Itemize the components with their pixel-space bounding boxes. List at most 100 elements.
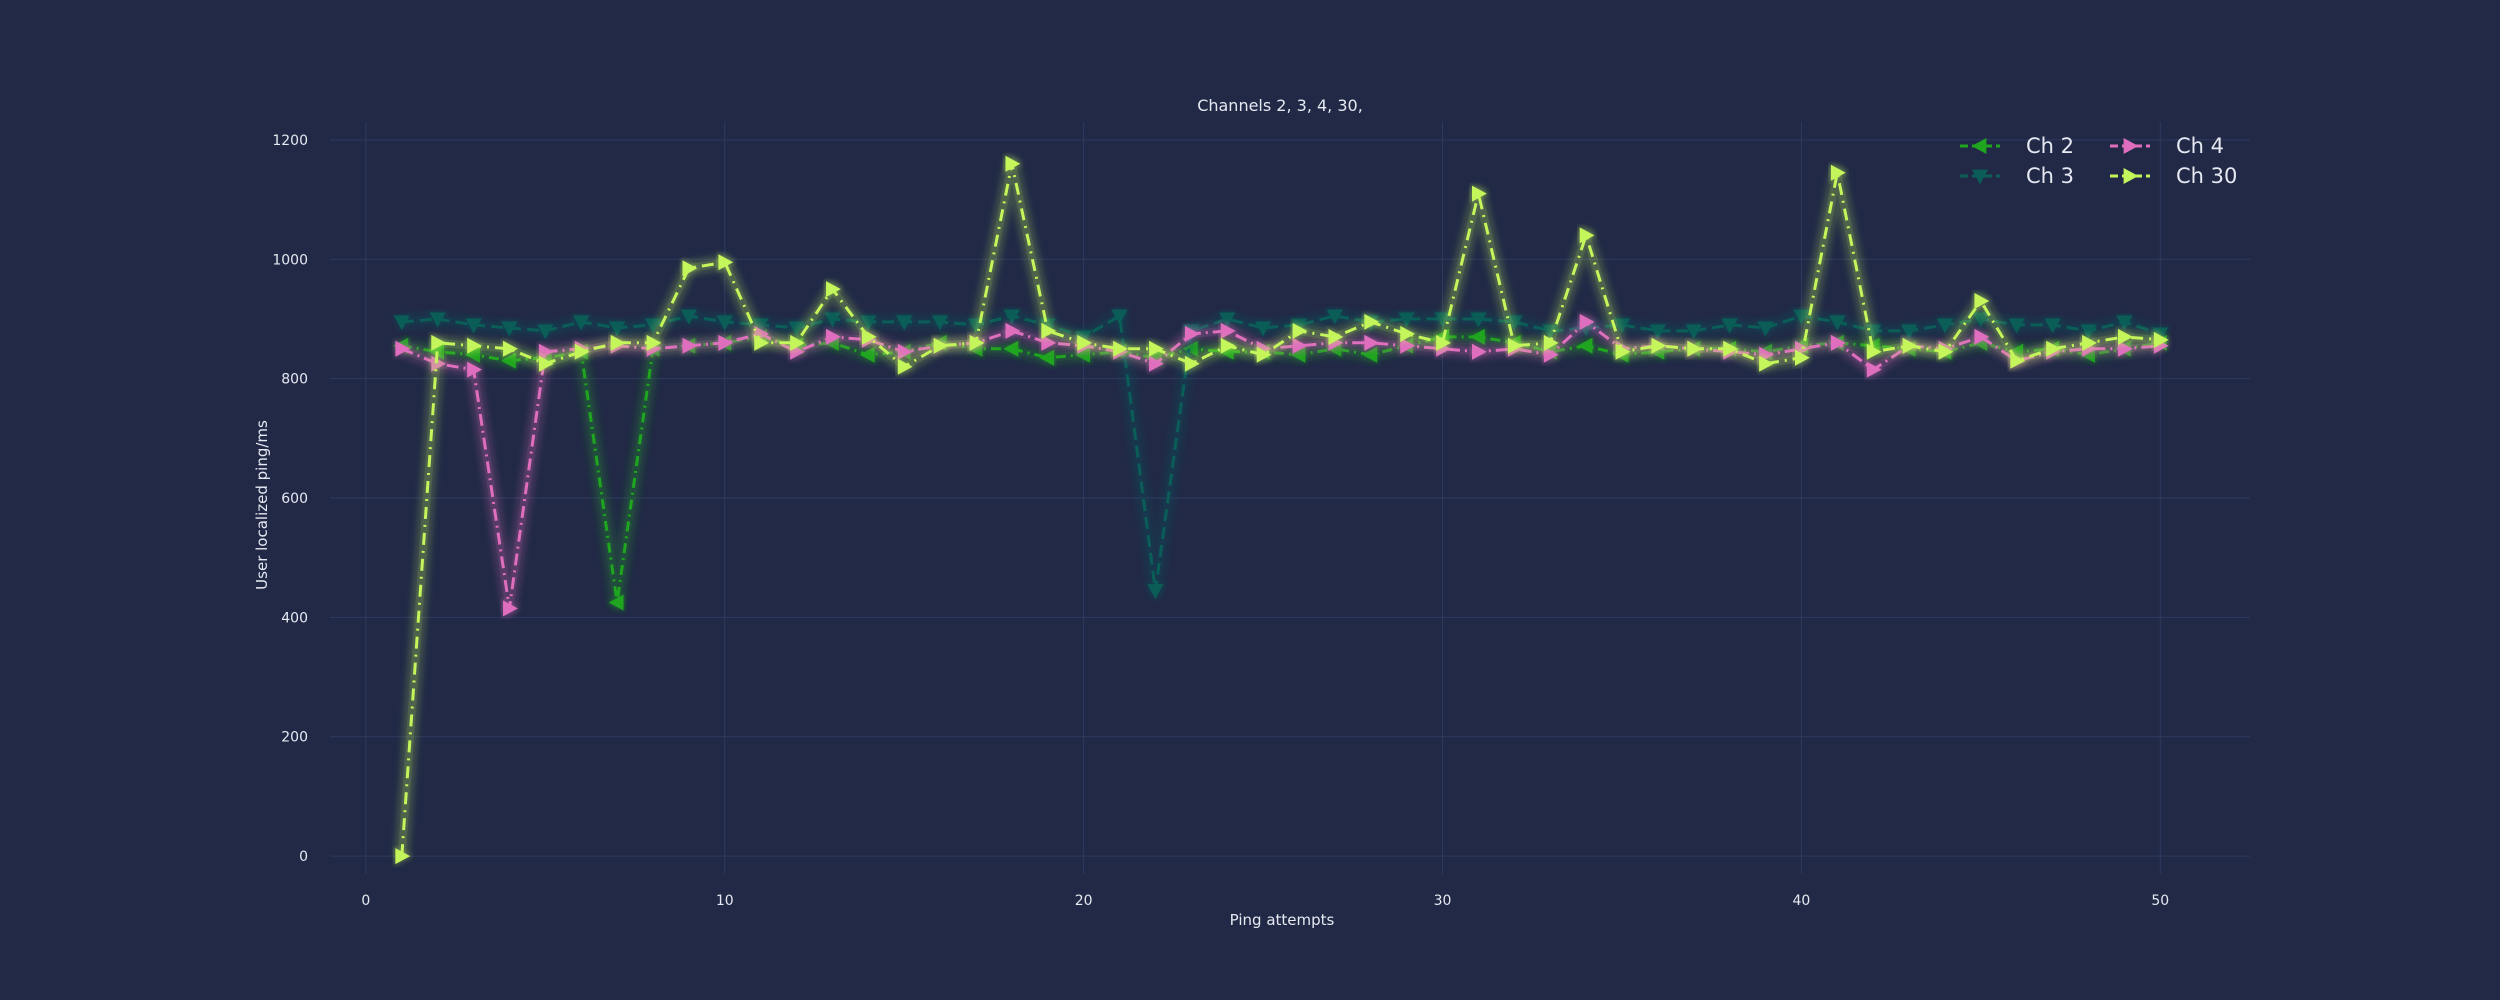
data-point xyxy=(682,260,698,277)
series-glow-inner xyxy=(397,159,2161,857)
series-glow xyxy=(393,155,2161,857)
data-point xyxy=(429,312,446,328)
legend-marker xyxy=(2123,138,2139,154)
data-point xyxy=(1149,355,1164,372)
data-point xyxy=(1615,343,1631,360)
data-point xyxy=(395,848,411,865)
data-point xyxy=(1795,349,1810,366)
legend-item: Ch 2 xyxy=(1960,134,2074,158)
data-point xyxy=(1005,155,1021,172)
data-point xyxy=(1577,337,1593,354)
data-point xyxy=(1184,325,1200,342)
data-point xyxy=(1866,343,1882,360)
data-point xyxy=(1041,334,1057,351)
data-point xyxy=(538,355,554,372)
data-point xyxy=(1543,334,1559,351)
data-point xyxy=(1003,309,1020,325)
x-tick-label: 40 xyxy=(1792,893,1810,909)
data-point xyxy=(680,309,697,325)
data-point xyxy=(1184,355,1200,372)
y-tick-label: 1000 xyxy=(272,252,308,268)
data-point xyxy=(1077,334,1093,351)
data-point xyxy=(1111,309,1128,325)
data-point xyxy=(1974,293,1990,310)
y-tick-label: 1200 xyxy=(272,133,308,149)
grid xyxy=(330,122,2250,874)
y-axis-label: User localized ping/ms xyxy=(253,420,271,590)
legend-marker xyxy=(1971,138,1987,154)
data-point xyxy=(537,324,554,340)
data-point xyxy=(1003,340,1019,357)
data-point xyxy=(503,340,518,357)
data-point xyxy=(1364,334,1380,351)
x-tick-label: 0 xyxy=(361,893,370,909)
data-point xyxy=(467,337,482,354)
data-point xyxy=(1472,185,1487,202)
data-point xyxy=(1938,343,1954,360)
chart-title: Channels 2, 3, 4, 30, xyxy=(1197,96,1363,115)
data-point xyxy=(1830,164,1846,181)
data-point xyxy=(1902,337,1918,354)
y-tick-label: 400 xyxy=(281,610,308,626)
data-point xyxy=(1436,334,1451,351)
data-point xyxy=(1470,328,1485,345)
data-point xyxy=(969,334,985,351)
legend-marker xyxy=(2123,168,2139,184)
data-point xyxy=(897,358,913,375)
data-point xyxy=(573,315,590,331)
y-tick-label: 0 xyxy=(299,849,308,865)
series-ch-2 xyxy=(391,326,2169,613)
series-glow xyxy=(398,313,2161,617)
data-point xyxy=(1830,334,1846,351)
data-point xyxy=(859,346,875,363)
data-point xyxy=(431,334,447,351)
data-point xyxy=(1651,337,1667,354)
data-point xyxy=(609,321,626,337)
data-point xyxy=(2044,318,2061,334)
x-tick-label: 10 xyxy=(716,893,734,909)
data-point xyxy=(574,343,590,360)
data-point xyxy=(608,594,624,611)
data-point xyxy=(718,334,734,351)
series-line xyxy=(401,335,2161,604)
series-glow xyxy=(400,328,2162,611)
data-point xyxy=(1292,322,1308,339)
legend-label: Ch 3 xyxy=(2026,164,2074,188)
data-point xyxy=(933,337,949,354)
data-point xyxy=(790,334,805,351)
data-point xyxy=(1759,355,1774,372)
data-point xyxy=(826,281,841,298)
data-point xyxy=(932,315,949,331)
ticks: 0 10 20 30 40 50 0 200 400 600 800 1000 1200 xyxy=(272,133,2169,909)
legend-marker xyxy=(1972,169,1988,185)
data-point xyxy=(1039,349,1055,366)
data-point xyxy=(1326,309,1343,325)
data-point xyxy=(1113,340,1128,357)
data-point xyxy=(1829,315,1846,331)
data-point xyxy=(2082,334,2097,351)
data-point xyxy=(2010,352,2026,369)
series-glow-inner xyxy=(401,332,2161,607)
x-tick-label: 30 xyxy=(1434,893,1452,909)
data-point xyxy=(2116,315,2133,331)
data-point xyxy=(1364,313,1380,330)
legend-item: Ch 30 xyxy=(2110,164,2237,188)
data-point xyxy=(896,315,913,331)
legend-item: Ch 4 xyxy=(2110,134,2224,158)
data-point xyxy=(1005,322,1021,339)
data-point xyxy=(1219,312,1236,328)
legend-item: Ch 3 xyxy=(1960,164,2074,188)
data-point xyxy=(1220,322,1236,339)
series-glow-inner xyxy=(400,317,2161,613)
x-tick-label: 20 xyxy=(1075,893,1093,909)
data-point xyxy=(1041,322,1057,339)
data-point xyxy=(1256,346,1272,363)
data-point xyxy=(1149,340,1164,357)
x-axis-label: Ping attempts xyxy=(1230,911,1335,929)
data-point xyxy=(1721,318,1738,334)
legend-label: Ch 2 xyxy=(2026,134,2074,158)
data-point xyxy=(1936,318,1953,334)
legend-label: Ch 4 xyxy=(2176,134,2224,158)
data-point xyxy=(1472,343,1487,360)
